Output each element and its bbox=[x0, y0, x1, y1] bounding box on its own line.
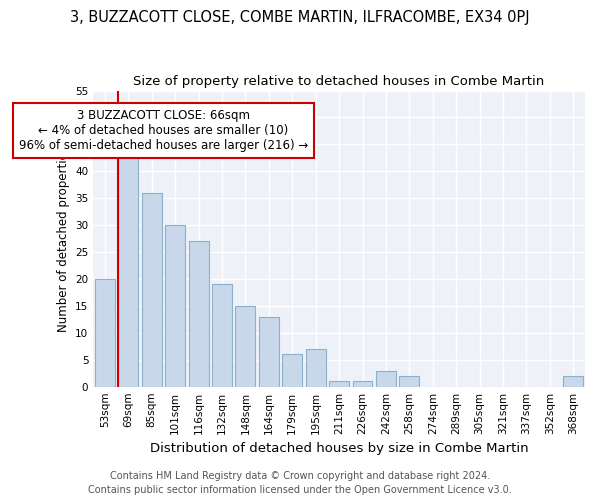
Bar bbox=[212, 284, 232, 386]
Text: Contains HM Land Registry data © Crown copyright and database right 2024.
Contai: Contains HM Land Registry data © Crown c… bbox=[88, 471, 512, 495]
Bar bbox=[400, 376, 419, 386]
Bar bbox=[306, 349, 326, 387]
Y-axis label: Number of detached properties: Number of detached properties bbox=[56, 146, 70, 332]
Title: Size of property relative to detached houses in Combe Martin: Size of property relative to detached ho… bbox=[133, 75, 545, 88]
Text: 3, BUZZACOTT CLOSE, COMBE MARTIN, ILFRACOMBE, EX34 0PJ: 3, BUZZACOTT CLOSE, COMBE MARTIN, ILFRAC… bbox=[70, 10, 530, 25]
Bar bbox=[259, 316, 279, 386]
Bar bbox=[376, 370, 396, 386]
Bar bbox=[142, 193, 161, 386]
X-axis label: Distribution of detached houses by size in Combe Martin: Distribution of detached houses by size … bbox=[150, 442, 529, 455]
Bar bbox=[95, 279, 115, 386]
Bar bbox=[188, 242, 209, 386]
Bar bbox=[235, 306, 256, 386]
Bar bbox=[329, 382, 349, 386]
Bar bbox=[563, 376, 583, 386]
Bar bbox=[165, 225, 185, 386]
Bar bbox=[353, 382, 373, 386]
Text: 3 BUZZACOTT CLOSE: 66sqm
← 4% of detached houses are smaller (10)
96% of semi-de: 3 BUZZACOTT CLOSE: 66sqm ← 4% of detache… bbox=[19, 110, 308, 152]
Bar bbox=[118, 144, 138, 386]
Bar bbox=[283, 354, 302, 386]
